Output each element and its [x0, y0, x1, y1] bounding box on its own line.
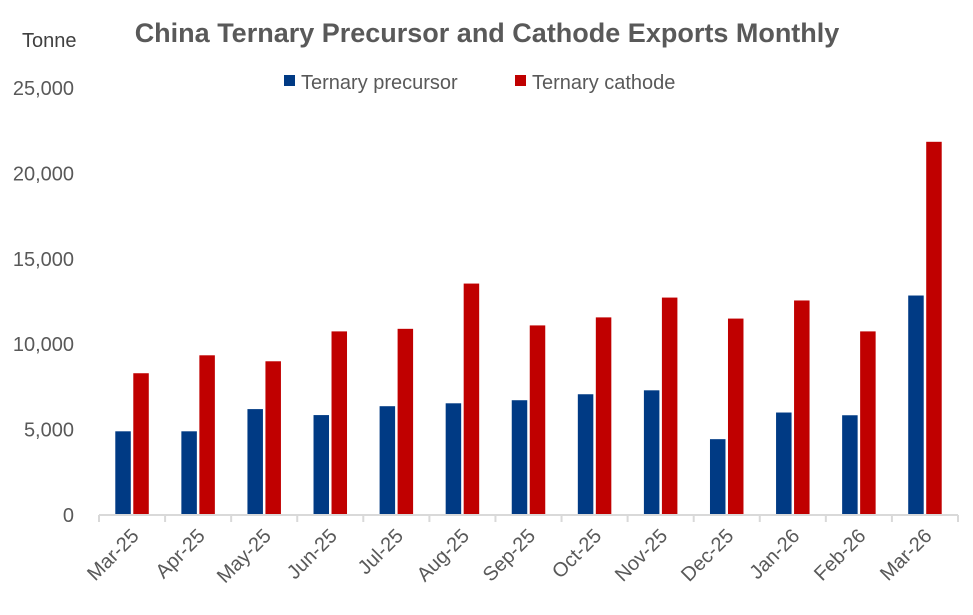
bar-ternary-precursor [115, 431, 131, 515]
bar-ternary-precursor [709, 439, 726, 515]
y-tick-label: 5,000 [24, 420, 74, 442]
y-tick-label: 20,000 [13, 163, 74, 185]
bar-ternary-precursor [379, 406, 396, 515]
legend-label: Ternary precursor [301, 72, 458, 94]
bar-ternary-precursor [908, 295, 924, 515]
bar-ternary-precursor [577, 394, 594, 515]
bar-ternary-precursor [643, 390, 660, 515]
x-tick-label: Apr-25 [152, 525, 210, 583]
x-tick-label: Nov-25 [611, 525, 672, 586]
bar-ternary-cathode [794, 300, 810, 515]
bar-ternary-cathode [860, 331, 876, 515]
x-tick-label: May-25 [213, 525, 276, 588]
bar-ternary-cathode [265, 361, 281, 515]
chart-title: China Ternary Precursor and Cathode Expo… [135, 18, 840, 48]
bar-ternary-precursor [776, 412, 792, 515]
bar-ternary-cathode [463, 283, 480, 515]
legend-label: Ternary cathode [532, 72, 675, 94]
bar-ternary-cathode [529, 325, 546, 515]
y-tick-label: 10,000 [13, 334, 74, 356]
bars [115, 141, 942, 515]
bar-ternary-cathode [926, 141, 942, 515]
y-tick-label: 0 [63, 505, 74, 527]
x-tick-label: Feb-26 [810, 525, 870, 585]
x-tick-label: Jan-26 [746, 525, 805, 584]
x-tick-label: Jul-25 [354, 525, 408, 579]
bar-ternary-precursor [445, 403, 462, 515]
legend: Ternary precursor Ternary cathode [284, 72, 675, 94]
x-tick-label: Mar-26 [876, 525, 936, 585]
y-axis-label: Tonne [22, 30, 77, 52]
y-axis: 0 5,000 10,000 15,000 20,000 25,000 [13, 78, 74, 527]
x-tick-label: Sep-25 [479, 525, 540, 586]
x-tick-label: Mar-25 [83, 525, 143, 585]
x-tick-label: Dec-25 [677, 525, 738, 586]
bar-ternary-precursor [313, 415, 330, 515]
bar-ternary-precursor [842, 415, 858, 515]
bar-ternary-cathode [199, 355, 215, 515]
x-tick-label: Oct-25 [548, 525, 606, 583]
bar-ternary-precursor [511, 400, 528, 515]
bar-ternary-cathode [133, 373, 149, 515]
bar-ternary-cathode [661, 297, 678, 515]
legend-swatch [284, 75, 295, 86]
bar-ternary-precursor [247, 409, 263, 515]
x-tick-label: Aug-25 [413, 525, 474, 586]
bar-ternary-cathode [331, 331, 348, 515]
bar-ternary-cathode [595, 317, 612, 515]
bar-ternary-precursor [181, 431, 197, 515]
y-tick-label: 15,000 [13, 249, 74, 271]
x-axis: Mar-25 Apr-25 May-25 Jun-25 Jul-25 Aug-25 Sep-… [83, 514, 959, 588]
y-tick-label: 25,000 [13, 78, 74, 100]
bar-ternary-cathode [727, 318, 744, 515]
legend-swatch [515, 75, 526, 86]
x-tick-label: Jun-25 [283, 525, 342, 584]
bar-ternary-cathode [397, 328, 414, 515]
